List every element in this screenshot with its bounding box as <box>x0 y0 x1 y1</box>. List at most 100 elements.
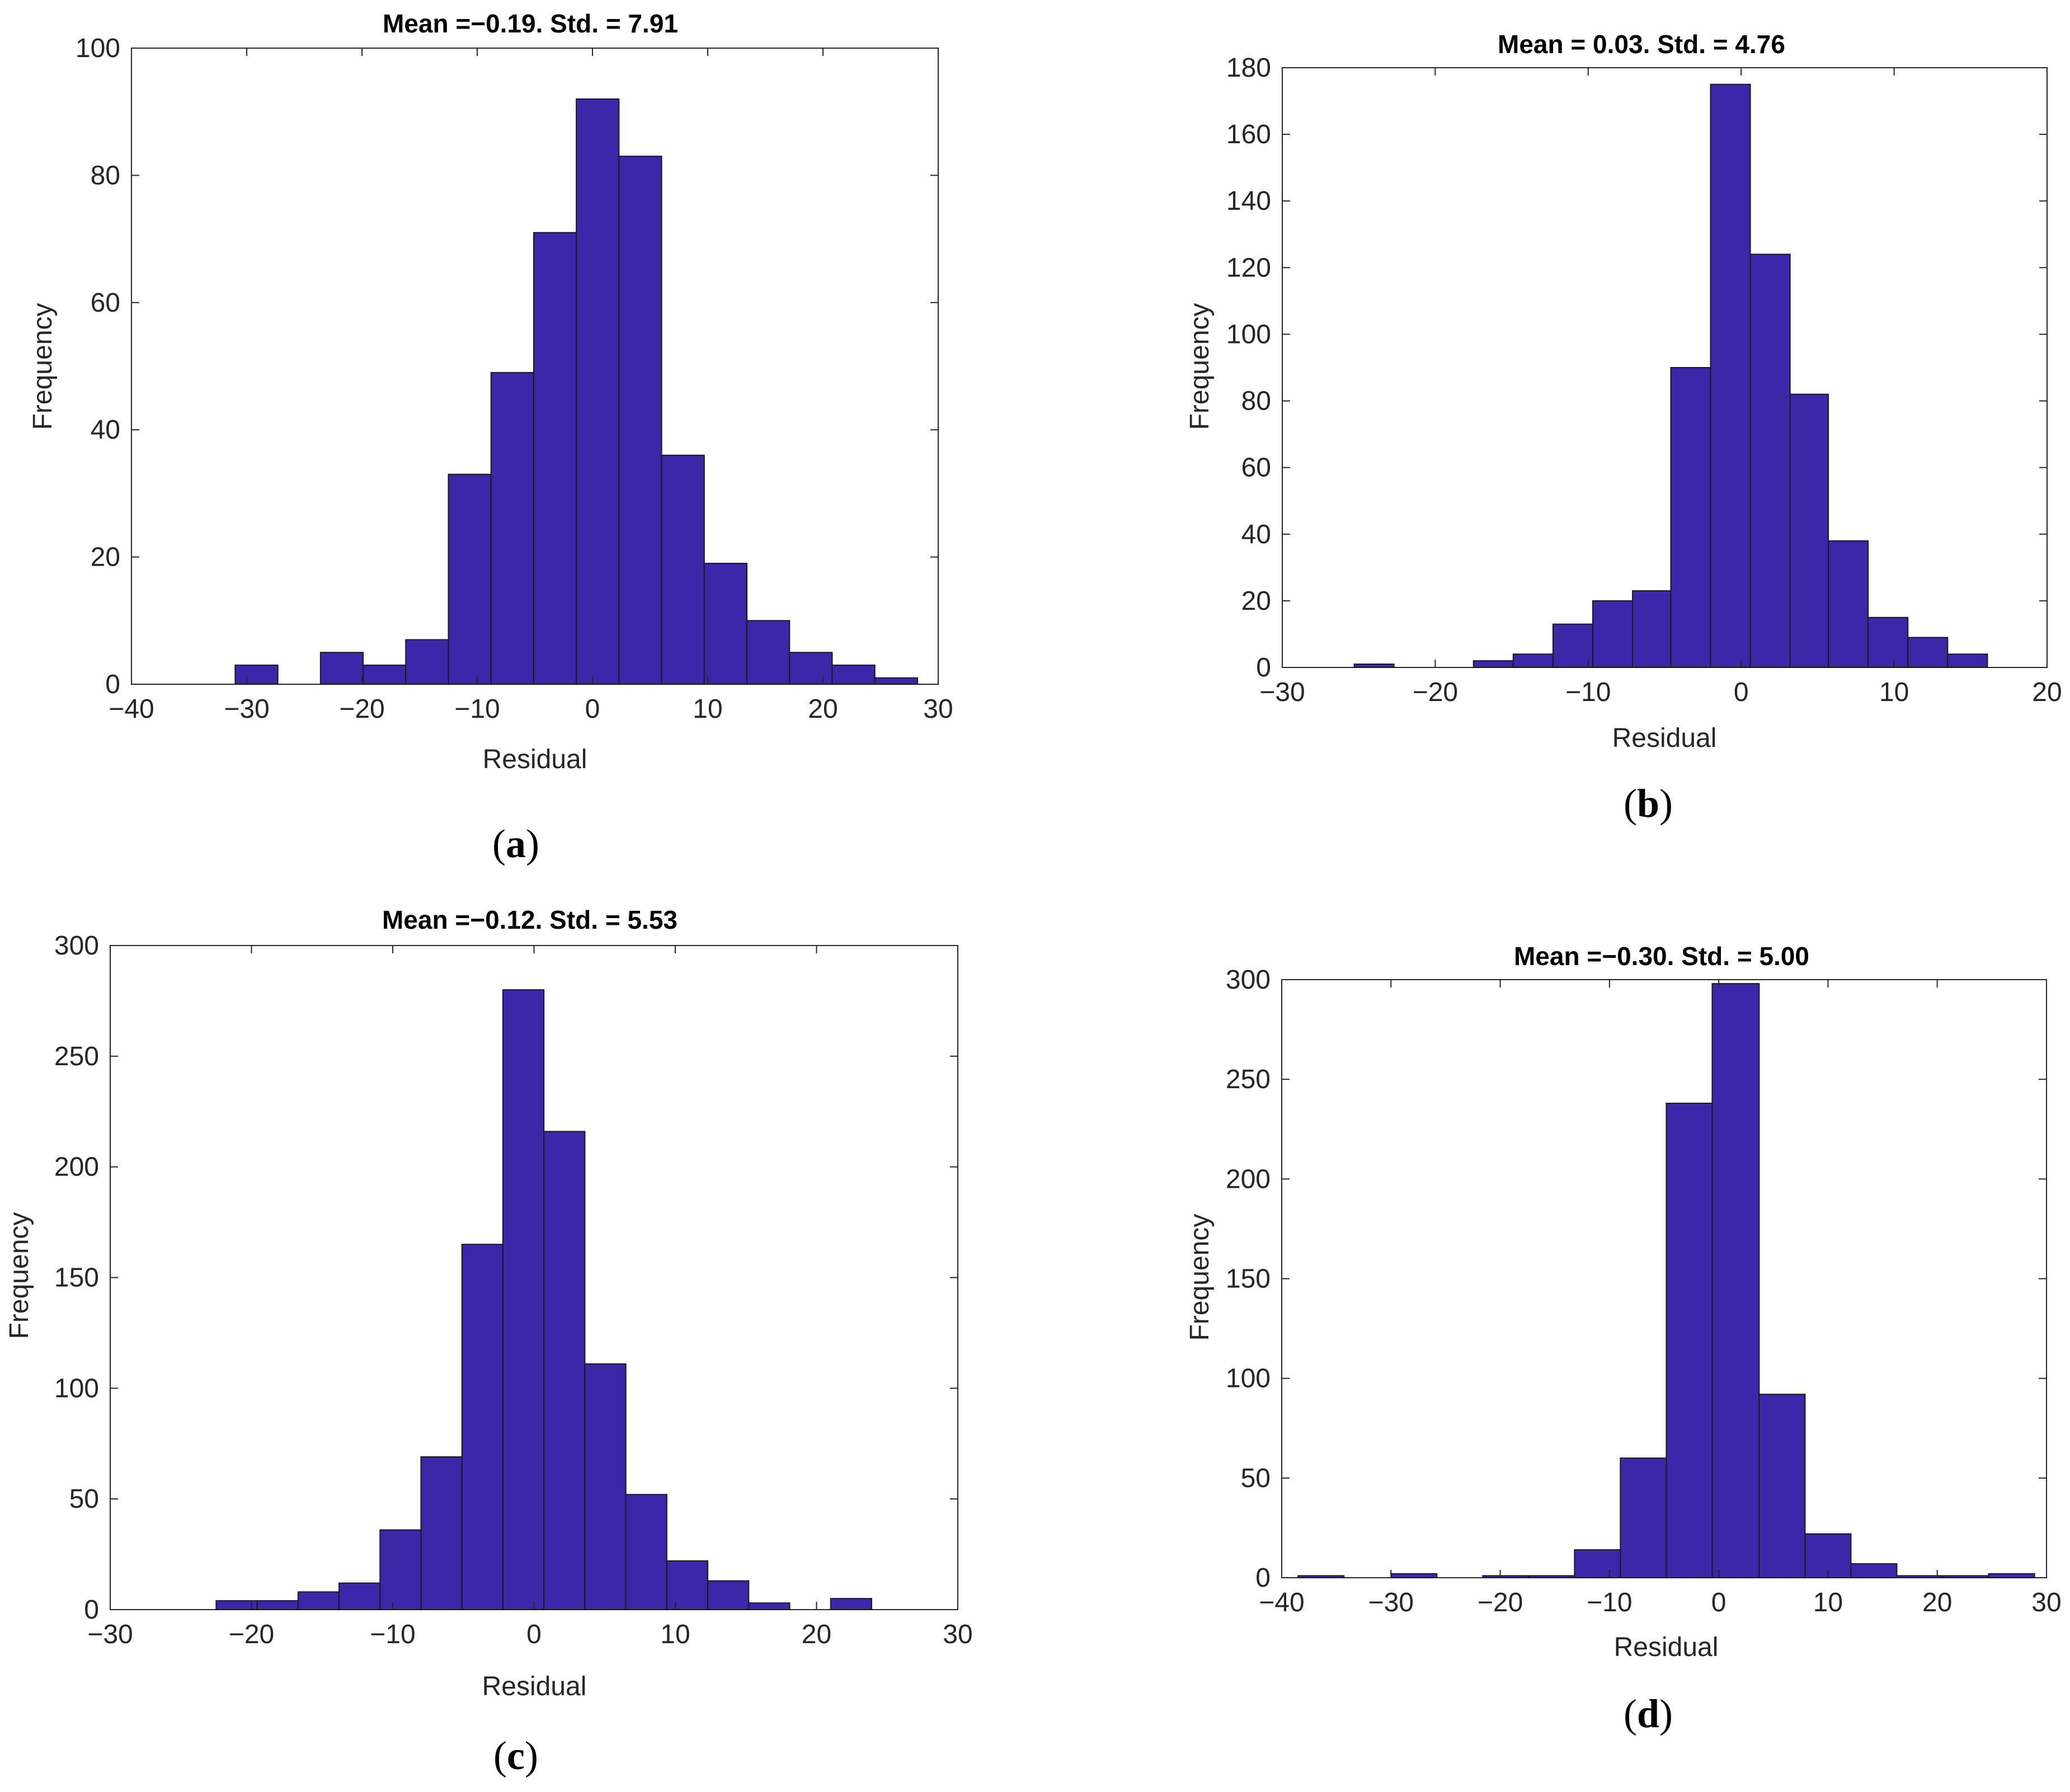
panel-c-bar <box>625 1494 667 1611</box>
panel-a-bar <box>576 98 620 685</box>
panel-b-bars <box>1353 83 1988 669</box>
panel-a-bar <box>874 677 918 685</box>
panel-b-x-tick-label: 0 <box>1734 678 1749 707</box>
panel-b-bar <box>1592 600 1634 669</box>
panel-c-bar <box>338 1582 381 1611</box>
panel-a: Mean =−0.19. Std. = 7.91 −40 −30 −20 −10 0 10… <box>28 9 953 866</box>
panel-a-x-axis-label: Residual <box>483 745 587 774</box>
panel-d-y-tick-label: 150 <box>1226 1264 1271 1294</box>
panel-b-x-tick-label: 10 <box>1879 678 1909 707</box>
panel-a-x-tick-label: −40 <box>109 694 154 724</box>
panel-a-x-tick-label: −20 <box>339 694 384 724</box>
panel-d-x-tick-label: −40 <box>1259 1588 1304 1617</box>
panel-a-bar <box>703 562 748 685</box>
panel-b-y-tick-label: 100 <box>1226 319 1271 349</box>
panel-b-bar <box>1670 367 1711 668</box>
panel-d-y-tick-label: 300 <box>1226 965 1271 995</box>
panel-a-ticks: −40 −30 −20 −10 0 10 20 30 0 20 40 60 80 100 <box>76 34 953 724</box>
panel-a-bar <box>405 639 449 685</box>
panel-a-x-tick-label: 0 <box>585 694 600 724</box>
panel-b-bar <box>1710 83 1751 668</box>
panel-b-x-tick-label: −30 <box>1259 678 1305 707</box>
panel-b-y-tick-label: 180 <box>1226 53 1271 83</box>
panel-b-y-tick-label: 140 <box>1226 186 1271 216</box>
panel-c-y-tick-label: 100 <box>54 1374 99 1403</box>
panel-d-x-tick-label: −30 <box>1368 1588 1414 1617</box>
panel-a-x-tick-label: 20 <box>808 694 838 724</box>
panel-c-x-tick-label: 10 <box>660 1620 690 1649</box>
panel-c-caption-letter: c <box>507 1733 525 1778</box>
panel-a-y-tick-label: 40 <box>91 415 120 445</box>
panel-c-bar <box>379 1529 422 1611</box>
panel-c-bar <box>584 1363 627 1611</box>
panel-c-x-tick-label: 30 <box>943 1620 972 1649</box>
panel-c-y-tick-label: 150 <box>54 1263 99 1293</box>
panel-a-bar <box>831 664 876 685</box>
panel-d-bar <box>1758 1394 1806 1578</box>
panel-d-bar <box>1988 1573 2035 1578</box>
panel-b-y-tick-label: 0 <box>1256 653 1271 683</box>
panel-d-y-axis-label: Frequency <box>1185 1214 1215 1341</box>
panel-b-bar <box>1353 664 1395 668</box>
panel-a-bar <box>490 371 534 685</box>
panel-d-x-tick-label: 20 <box>1922 1588 1952 1617</box>
panel-c-bar <box>420 1456 463 1610</box>
panel-a-bar <box>363 664 407 685</box>
panel-c-y-tick-label: 200 <box>54 1153 99 1182</box>
panel-c-bar <box>461 1244 504 1610</box>
panel-d-title: Mean =−0.30. Std. = 5.00 <box>1514 942 1809 971</box>
panel-c-bar <box>256 1600 299 1611</box>
panel-d-bar <box>1390 1573 1438 1578</box>
panel-a-title: Mean =−0.19. Std. = 7.91 <box>383 9 678 38</box>
panel-b-bar <box>1907 637 1949 669</box>
panel-b-y-tick-label: 120 <box>1226 253 1271 283</box>
panel-b-axes-frame <box>1282 67 2048 668</box>
panel-a-y-tick-label: 80 <box>91 161 120 190</box>
panel-b-x-tick-label: 20 <box>2032 678 2062 707</box>
panel-c-bar <box>830 1598 872 1610</box>
panel-c-bar <box>666 1560 709 1611</box>
panel-b-y-axis-label: Frequency <box>1185 303 1215 430</box>
panel-a-y-axis-label: Frequency <box>28 303 58 430</box>
panel-a-caption-letter: a <box>506 821 526 866</box>
panel-b-x-axis-label: Residual <box>1612 723 1717 753</box>
panel-c-x-tick-label: 20 <box>802 1620 831 1649</box>
panel-c-x-tick-label: −10 <box>370 1620 415 1649</box>
panel-c-bar <box>502 989 545 1610</box>
panel-b-bar <box>1472 660 1514 668</box>
panel-a-y-tick-label: 20 <box>91 543 120 572</box>
panel-b-y-tick-label: 20 <box>1241 586 1271 616</box>
panel-c-caption: (c) <box>493 1733 538 1778</box>
panel-a-y-tick-label: 0 <box>105 670 120 699</box>
panel-c-bar <box>707 1580 750 1610</box>
panel-d-bar <box>1528 1575 1575 1579</box>
panel-c-bar <box>748 1602 791 1610</box>
panel-d-bar <box>1896 1575 1944 1579</box>
panel-d-bar <box>1711 983 1760 1578</box>
panel-d-bars <box>1297 983 2035 1579</box>
panel-d-bar <box>1942 1575 1989 1579</box>
panel-d-y-tick-label: 100 <box>1226 1364 1271 1394</box>
panel-d-caption-letter: d <box>1637 1691 1659 1736</box>
panel-d-bar <box>1620 1457 1667 1578</box>
panel-b-bar <box>1749 253 1791 668</box>
panel-c-y-tick-label: 300 <box>54 931 99 961</box>
panel-a-y-tick-label: 60 <box>91 288 120 318</box>
panel-d-bar <box>1574 1549 1621 1578</box>
panel-a-x-tick-label: 10 <box>693 694 722 724</box>
panel-b-bar <box>1828 540 1869 669</box>
panel-a-bar <box>319 652 364 685</box>
panel-c-title: Mean =−0.12. Std. = 5.53 <box>382 905 678 934</box>
panel-b-caption-letter: b <box>1637 781 1659 826</box>
panel-a-bar <box>448 473 492 685</box>
panel-b-caption: (b) <box>1624 781 1673 826</box>
panel-b-bar <box>1512 653 1554 668</box>
panel-b-ticks: −30 −20 −10 0 10 20 0 20 40 60 80 100 120 140 160 180 <box>1226 53 2062 707</box>
panel-b-bar <box>1632 590 1672 668</box>
panel-b-y-tick-label: 80 <box>1241 387 1271 416</box>
panel-c-x-tick-label: −30 <box>87 1620 133 1649</box>
panel-a-x-tick-label: 30 <box>923 694 953 724</box>
panel-a-bar <box>661 454 705 685</box>
